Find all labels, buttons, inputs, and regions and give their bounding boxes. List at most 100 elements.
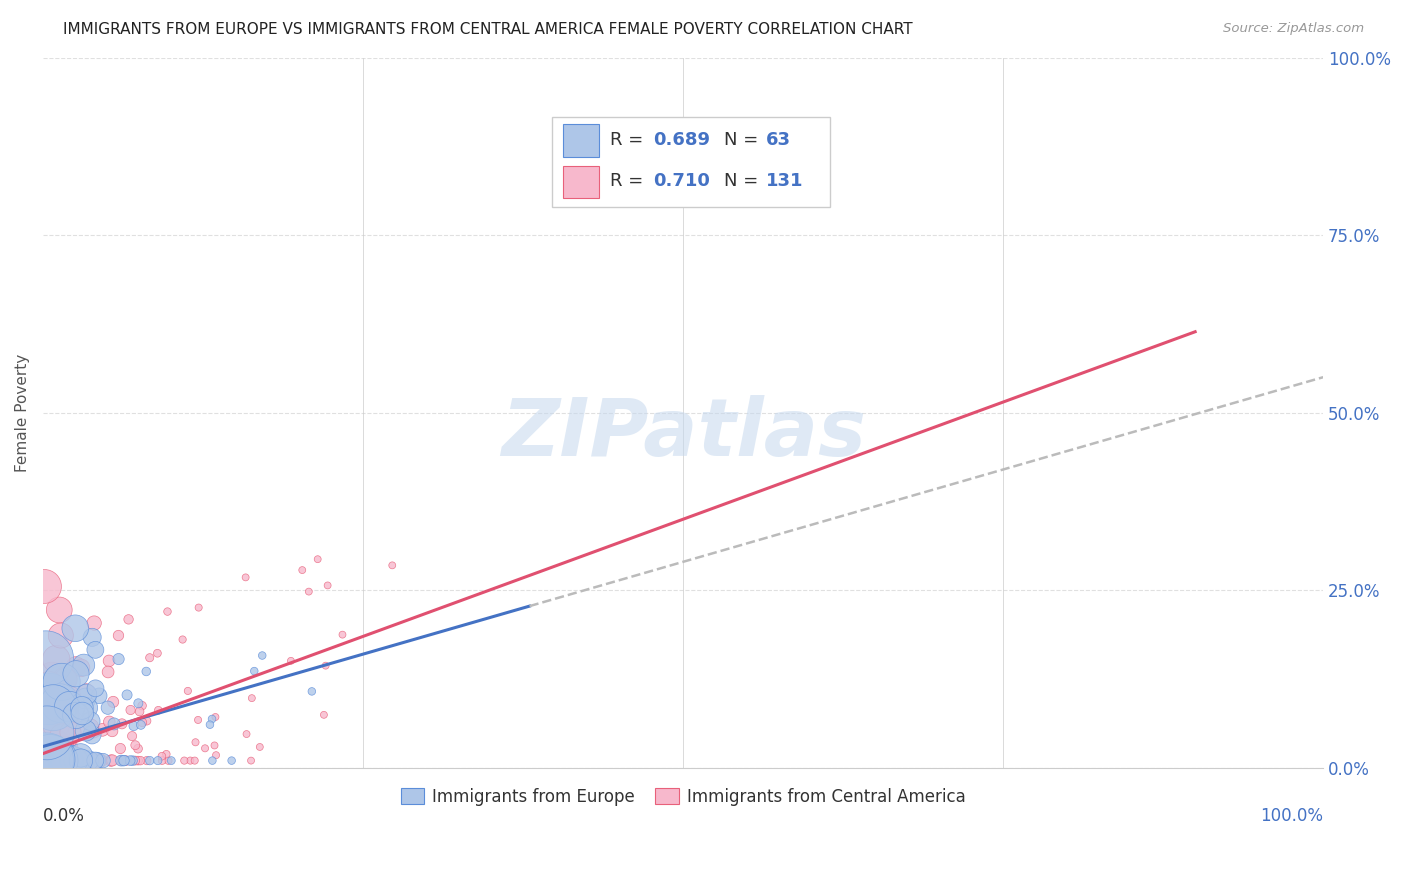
Point: [124, 738, 146, 752]
Point: [63, 754, 86, 768]
Point: [70, 701, 93, 715]
Point: [80, 714, 103, 729]
Point: [127, 696, 149, 710]
Point: [59, 699, 82, 714]
Point: [89, 689, 111, 703]
Point: [59, 725, 82, 739]
Point: [34, 579, 56, 593]
Point: [240, 754, 263, 768]
Point: [121, 729, 143, 743]
Point: [89, 754, 111, 768]
Text: N =: N =: [724, 172, 763, 190]
Point: [97, 665, 120, 679]
Point: [35, 754, 58, 768]
Point: [51, 729, 73, 743]
Point: [204, 739, 226, 753]
Point: [97, 700, 120, 714]
Point: [381, 558, 404, 573]
Point: [75, 691, 97, 706]
Point: [45, 717, 67, 731]
Point: [56, 754, 79, 768]
Point: [55, 754, 77, 768]
Point: [148, 703, 170, 717]
Point: [38, 714, 60, 729]
Point: [56, 754, 79, 768]
Point: [56, 754, 79, 768]
Point: [252, 648, 274, 663]
Point: [46, 754, 69, 768]
Point: [235, 727, 257, 741]
Point: [315, 658, 337, 673]
Point: [62, 754, 84, 768]
Point: [91, 754, 114, 768]
Point: [35, 726, 58, 740]
Point: [146, 646, 169, 660]
Point: [107, 652, 129, 666]
Point: [128, 705, 150, 719]
Point: [56, 708, 79, 723]
Point: [84, 643, 107, 657]
Point: [90, 754, 112, 768]
Point: [84, 754, 107, 768]
Point: [124, 754, 146, 768]
Point: [69, 748, 91, 763]
Point: [307, 552, 329, 566]
Point: [135, 754, 157, 768]
Point: [194, 741, 217, 756]
Point: [235, 570, 257, 584]
Point: [82, 754, 104, 768]
Point: [49, 628, 72, 642]
Point: [75, 685, 97, 699]
Point: [76, 700, 98, 714]
Point: [48, 754, 70, 768]
Point: [38, 743, 60, 757]
Point: [35, 754, 58, 768]
Point: [65, 659, 87, 673]
Point: [55, 691, 77, 706]
Point: [53, 741, 76, 756]
Point: [73, 658, 96, 673]
Point: [117, 612, 139, 626]
Point: [150, 749, 173, 764]
Point: [38, 680, 60, 694]
Point: [243, 664, 266, 678]
Point: [103, 695, 125, 709]
Point: [65, 708, 87, 723]
Point: [291, 563, 314, 577]
Point: [45, 754, 67, 768]
Text: 0.689: 0.689: [654, 131, 710, 149]
Point: [139, 754, 162, 768]
Point: [44, 754, 66, 768]
Point: [177, 684, 200, 698]
Point: [110, 741, 132, 756]
Point: [67, 754, 90, 768]
Point: [39, 754, 62, 768]
Point: [39, 752, 62, 766]
Point: [155, 747, 177, 762]
Point: [58, 754, 80, 768]
Point: [77, 754, 100, 768]
Point: [70, 754, 93, 768]
Point: [37, 752, 59, 766]
Point: [129, 718, 152, 732]
Point: [120, 754, 142, 768]
Point: [34, 754, 56, 768]
Point: [107, 628, 129, 642]
Point: [37, 754, 59, 768]
Point: [91, 723, 114, 737]
Point: [59, 690, 82, 704]
Point: [82, 723, 104, 738]
Point: [55, 754, 77, 768]
Point: [111, 716, 134, 731]
Point: [75, 723, 97, 738]
Text: R =: R =: [610, 172, 650, 190]
Point: [51, 739, 73, 753]
Point: [316, 578, 339, 592]
Point: [65, 621, 87, 635]
Point: [48, 754, 70, 768]
Point: [100, 754, 122, 768]
Point: [39, 754, 62, 768]
Point: [53, 672, 76, 686]
Point: [298, 584, 321, 599]
Text: N =: N =: [724, 131, 763, 149]
